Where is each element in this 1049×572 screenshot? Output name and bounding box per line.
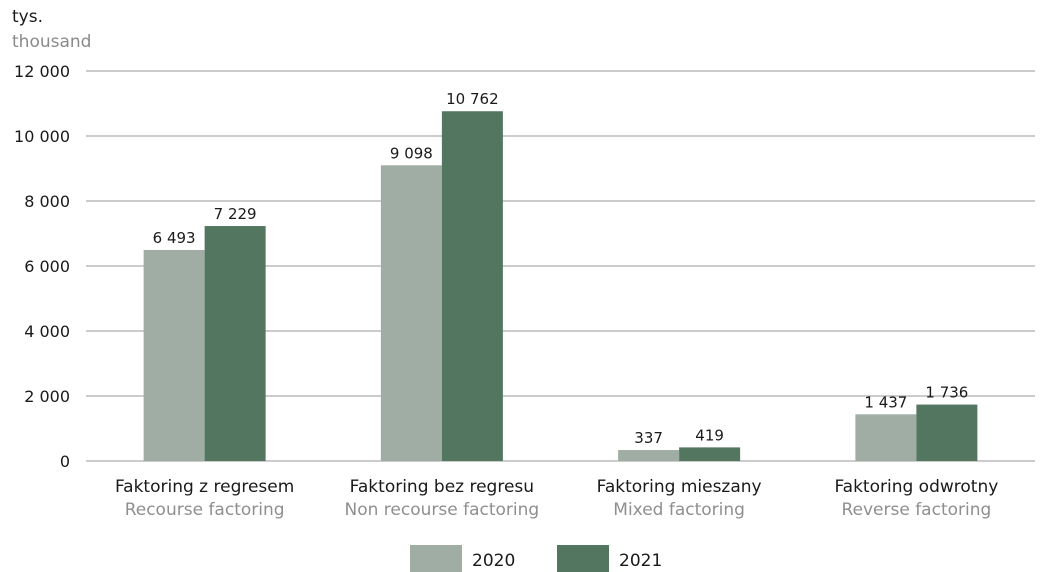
y-tick-label: 6 000 <box>24 257 70 276</box>
category-label: Faktoring mieszany <box>597 477 762 497</box>
category-label-en: Non recourse factoring <box>345 500 540 520</box>
unit-label-en: thousand <box>12 32 91 52</box>
category-labels: Faktoring z regresem Recourse factoring Fa… <box>115 477 998 520</box>
category-label: Faktoring bez regresu <box>350 477 534 497</box>
bar-2020 <box>855 414 917 461</box>
data-labels: 6 493 7 229 9 098 10 762 337 419 1 437 1 736 <box>153 90 969 447</box>
category-label: Faktoring odwrotny <box>834 477 998 497</box>
data-label-2020: 6 493 <box>153 229 196 247</box>
category-label-en: Reverse factoring <box>841 500 991 520</box>
y-tick-label: 8 000 <box>24 192 70 211</box>
legend-swatch-2021 <box>557 545 609 572</box>
data-label-2020: 337 <box>634 429 663 447</box>
data-label-2020: 1 437 <box>864 393 907 411</box>
category-label-en: Mixed factoring <box>613 500 745 520</box>
bar-2021 <box>204 226 266 461</box>
legend-label-2020: 2020 <box>472 551 515 571</box>
data-label-2021: 10 762 <box>446 90 499 108</box>
legend: 2020 2021 <box>410 545 662 572</box>
y-tick-label: 2 000 <box>24 387 70 406</box>
bar-2020 <box>143 249 205 461</box>
data-label-2021: 419 <box>695 426 724 444</box>
y-axis-ticks: 0 2 000 4 000 6 000 8 000 10 000 12 000 <box>14 62 70 471</box>
bar-2021 <box>679 447 741 461</box>
category-label-en: Recourse factoring <box>125 500 285 520</box>
bar-2020 <box>380 165 442 461</box>
bar-2021 <box>916 404 978 461</box>
bar-2021 <box>441 111 503 462</box>
bar-2020 <box>618 450 680 461</box>
category-label: Faktoring z regresem <box>115 477 294 497</box>
data-label-2021: 1 736 <box>925 384 968 402</box>
y-tick-label: 12 000 <box>14 62 70 81</box>
legend-swatch-2020 <box>410 545 462 572</box>
unit-label: tys. <box>12 7 43 27</box>
y-tick-label: 0 <box>60 452 70 471</box>
bars <box>143 111 978 462</box>
data-label-2020: 9 098 <box>390 144 433 162</box>
legend-label-2021: 2021 <box>619 551 662 571</box>
y-tick-label: 10 000 <box>14 127 70 146</box>
data-label-2021: 7 229 <box>214 205 257 223</box>
y-tick-label: 4 000 <box>24 322 70 341</box>
